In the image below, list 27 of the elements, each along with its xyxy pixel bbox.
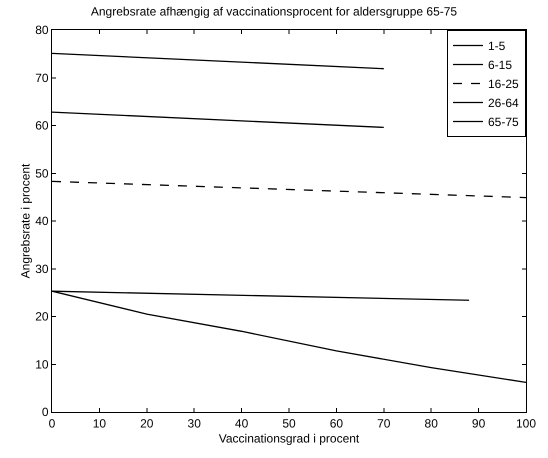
- x-tick-label: 40: [234, 416, 249, 430]
- y-tick-label: 60: [35, 118, 49, 133]
- legend-label: 16-25: [488, 77, 520, 92]
- x-axis-title: Vaccinationsgrad i procent: [218, 431, 360, 446]
- legend-label: 6-15: [488, 58, 512, 72]
- legend-label: 26-64: [488, 96, 520, 110]
- y-tick-label: 10: [35, 357, 49, 372]
- y-tick-label: 0: [42, 405, 49, 420]
- y-tick-label: 70: [35, 70, 49, 85]
- x-tick-label: 90: [472, 416, 486, 430]
- y-tick-label: 80: [35, 23, 49, 38]
- x-tick-label: 30: [188, 416, 202, 430]
- legend-label: 65-75: [488, 115, 520, 130]
- x-tick-label: 10: [92, 416, 106, 430]
- x-tick-label: 80: [424, 416, 438, 430]
- chart-title: Angrebsrate afhængig af vaccinationsprocent for aldersgruppe 65-75: [90, 4, 458, 18]
- y-tick-label: 30: [35, 262, 49, 276]
- x-tick-label: 20: [140, 416, 154, 430]
- y-tick-label: 20: [35, 310, 49, 324]
- x-tick-label: 100: [516, 416, 536, 430]
- y-tick-label: 50: [35, 166, 49, 180]
- x-tick-label: 50: [282, 416, 296, 430]
- y-tick-label: 40: [35, 214, 49, 228]
- y-axis-title: Angrebsrate i procent: [18, 162, 33, 278]
- legend-label: 1-5: [488, 39, 506, 54]
- x-tick-label: 70: [377, 416, 391, 430]
- x-tick-label: 60: [330, 416, 344, 430]
